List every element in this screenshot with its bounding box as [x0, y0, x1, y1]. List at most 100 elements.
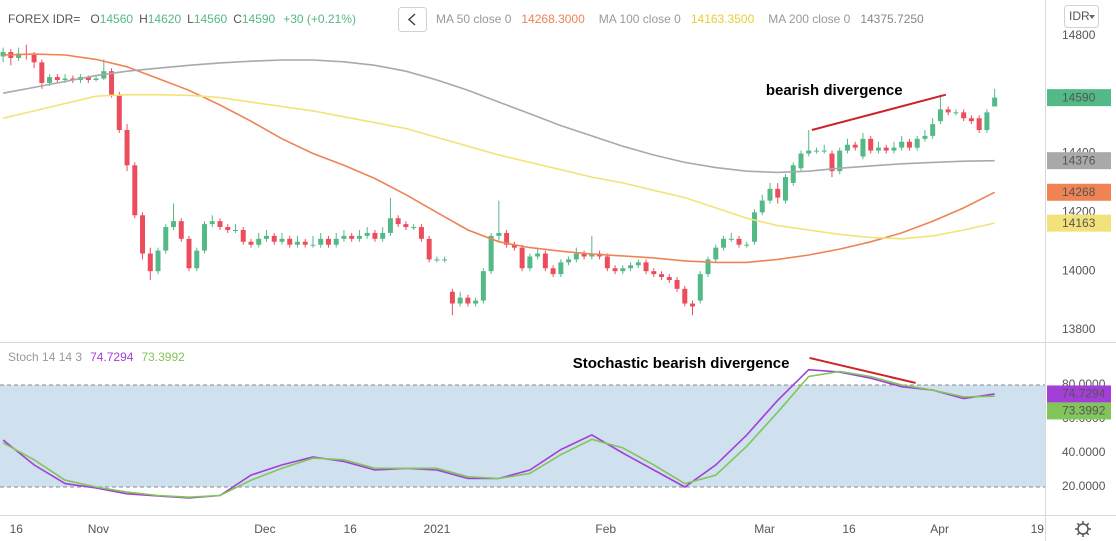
candle-body: [891, 147, 897, 151]
candle-body: [945, 109, 951, 113]
candle-body: [132, 165, 138, 216]
candle-body: [581, 253, 587, 257]
candle-body: [217, 221, 223, 228]
candle-body: [697, 274, 703, 301]
trend-line: [811, 93, 947, 131]
candle-body: [85, 77, 91, 80]
candle-body: [418, 227, 424, 239]
candle-body: [202, 224, 208, 251]
currency-button[interactable]: [1064, 5, 1099, 28]
candle-body: [821, 150, 827, 152]
candle-body: [752, 212, 758, 242]
candle-body: [550, 268, 556, 275]
candle-body: [294, 241, 300, 245]
candle-body: [976, 118, 982, 130]
candle-body: [442, 259, 448, 261]
candle-body: [899, 141, 905, 148]
value-badge: [1047, 183, 1111, 201]
ohlc-value: 14560: [194, 12, 228, 26]
ohlc-value: 14560: [100, 12, 134, 26]
candle-body: [992, 97, 998, 107]
candle-body: [325, 238, 331, 245]
value-badge: [1047, 214, 1111, 232]
annotation: Stochastic bearish divergence: [573, 355, 790, 372]
candle-body: [171, 221, 177, 228]
candle-body: [380, 232, 386, 239]
candle-body: [558, 262, 564, 275]
candle-body: [449, 291, 455, 304]
ohlc-prefix: H: [139, 12, 148, 26]
candle-body: [612, 268, 618, 272]
value-badge-label: 74.7294: [1062, 387, 1106, 401]
value-badge: [1047, 402, 1111, 420]
stoch-band: [0, 384, 1045, 487]
value-badge-label: 14163: [1062, 216, 1096, 230]
collapse-button[interactable]: [398, 7, 427, 32]
candle-body: [589, 253, 595, 257]
ma-name: MA 100 close 0: [599, 12, 681, 26]
candle-body: [690, 303, 696, 307]
candle-body: [713, 247, 719, 260]
candle-body: [968, 118, 974, 122]
y-tick-label: 20.0000: [1062, 479, 1106, 493]
candle-body: [775, 188, 781, 198]
candle-body: [248, 241, 254, 245]
candle-body: [457, 297, 463, 304]
candle-body: [852, 144, 858, 148]
value-badge: [1047, 152, 1111, 170]
candle-body: [372, 232, 378, 239]
candle-body: [16, 53, 22, 58]
candle-body: [395, 218, 401, 225]
collapse-icon: [407, 13, 416, 26]
candle-body: [496, 232, 502, 236]
settings-icon[interactable]: [1075, 521, 1091, 537]
symbol: FOREX IDR=: [8, 12, 80, 26]
candle-body: [480, 271, 486, 301]
candle-body: [504, 232, 510, 245]
candle-body: [263, 235, 269, 239]
candle-body: [163, 227, 169, 251]
x-tick-label: Mar: [754, 522, 775, 536]
ma-legend: MA 50 close 0 14268.3000 MA 100 close 0 141…: [436, 12, 924, 26]
candle-body: [356, 235, 362, 239]
ohlc-prefix: C: [233, 12, 242, 26]
stoch-legend: Stoch 14 14 3 74.7294 73.3992: [8, 350, 185, 364]
candle-body: [604, 256, 610, 269]
candle-body: [914, 138, 920, 148]
candle-body: [542, 253, 548, 269]
candle-body: [232, 230, 238, 231]
candle-body: [47, 77, 53, 83]
candle-body: [837, 150, 843, 172]
candle-body: [194, 250, 200, 269]
candle-body: [341, 235, 347, 239]
candle-body: [387, 218, 393, 233]
value-badge-label: 14376: [1062, 153, 1096, 167]
candle-body: [798, 153, 804, 169]
candle-body: [140, 215, 146, 254]
candle-body: [829, 153, 835, 172]
candle-body: [116, 94, 122, 130]
candle-body: [659, 274, 665, 278]
candle-body: [155, 250, 161, 272]
candle-body: [411, 227, 417, 229]
candle-body: [635, 262, 641, 266]
y-tick-label: 40.0000: [1062, 445, 1106, 459]
value-badge: [1047, 385, 1111, 403]
candle-body: [178, 221, 184, 239]
candle-body: [767, 188, 773, 201]
value-badge: [1047, 89, 1111, 107]
plot-area: bearish divergence Stochastic bearish div…: [0, 44, 1045, 499]
candle-body: [573, 253, 579, 260]
candle-body: [39, 62, 45, 83]
candle-body: [302, 241, 308, 245]
candle-body: [728, 238, 734, 240]
candle-body: [721, 238, 727, 248]
candle-body: [674, 280, 680, 289]
stoch-value: 74.7294: [90, 350, 134, 364]
candle-body: [883, 147, 889, 151]
y-tick-label: 14800: [1062, 28, 1096, 42]
candle-body: [318, 238, 324, 245]
candle-body: [643, 262, 649, 272]
series-line: [3, 53, 995, 264]
